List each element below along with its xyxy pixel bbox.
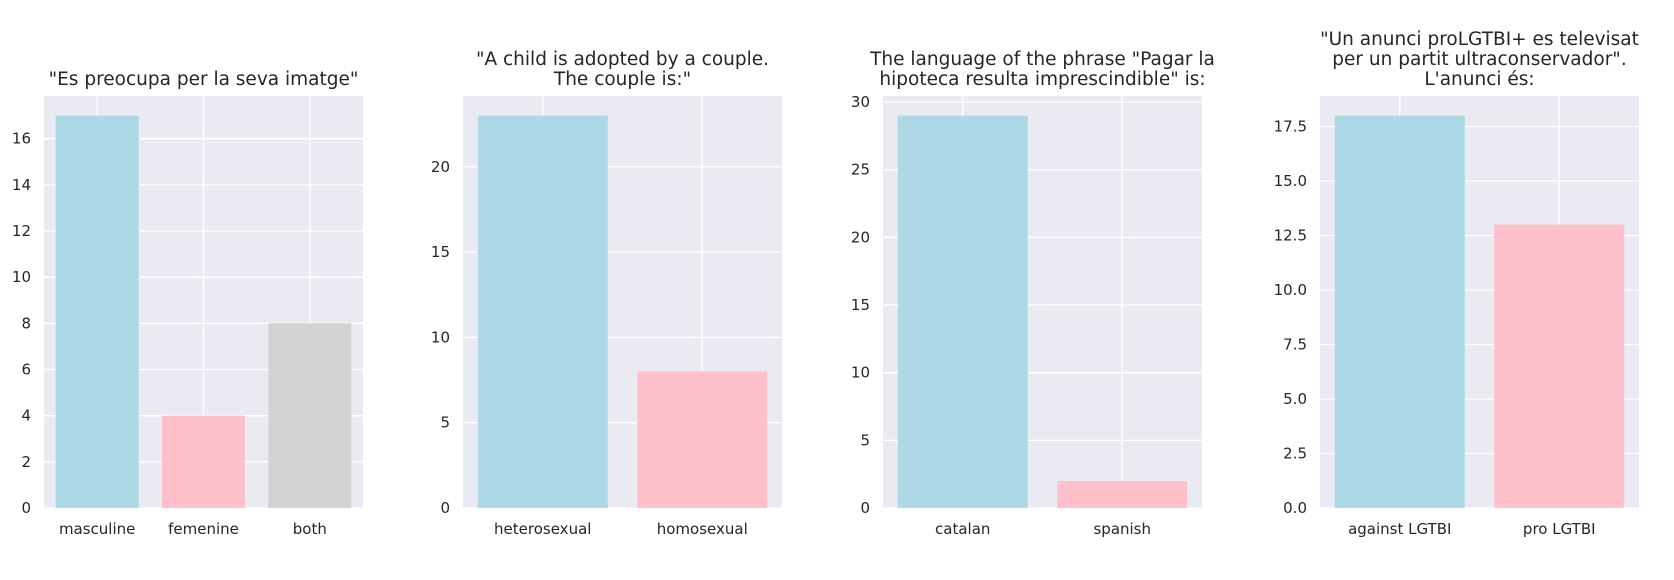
bar-both: [268, 323, 352, 508]
y-tick-label: 0.0: [1283, 499, 1307, 517]
y-tick-label: 14: [12, 176, 31, 194]
chart-2: 0 5 10 15 20 heterosexual homosexual "A child i…: [431, 49, 782, 538]
x-tick-label: against LGTBI: [1348, 520, 1451, 538]
y-tick-label: 2.5: [1283, 445, 1307, 463]
x-tick-label: femenine: [168, 520, 239, 538]
x-tick-label: pro LGTBI: [1523, 520, 1596, 538]
y-tick-label: 10.0: [1274, 281, 1307, 299]
y-tick-label: 0: [440, 499, 450, 517]
y-tick-label: 6: [21, 361, 31, 379]
y-tick-label: 0: [21, 499, 31, 517]
x-tick-label: catalan: [935, 520, 990, 538]
y-tick-label: 17.5: [1274, 118, 1307, 136]
y-tick-label: 5.0: [1283, 390, 1307, 408]
x-tick-label: spanish: [1093, 520, 1151, 538]
y-tick-label: 16: [12, 130, 31, 148]
chart-title: "Es preocupa per la seva imatge": [49, 69, 359, 90]
bar-femenine: [162, 415, 245, 508]
x-tick-label: homosexual: [657, 520, 748, 538]
bar-against-lgtbi: [1334, 115, 1465, 508]
bar-homosexual: [637, 371, 768, 508]
y-tick-label: 15: [851, 296, 870, 314]
y-tick-label: 5: [860, 431, 870, 449]
x-tick-label: both: [293, 520, 327, 538]
chart-title: "A child is adopted by a couple. The coup…: [476, 49, 769, 90]
chart-title: The language of the phrase "Pagar la hipo…: [869, 49, 1215, 90]
chart-4: 0.0 2.5 5.0 7.5 10.0 12.5 15.0 17.5 against LGTB…: [1274, 29, 1639, 538]
y-tick-label: 25: [851, 161, 870, 179]
chart-title: "Un anunci proLGTBI+ es televisat per un …: [1320, 29, 1639, 90]
y-tick-label: 12: [12, 222, 31, 240]
y-tick-label: 10: [851, 364, 870, 382]
chart-3: 0 5 10 15 20 25 30 catalan spanish The language o…: [851, 49, 1215, 538]
y-tick-label: 20: [431, 158, 450, 176]
y-tick-label: 12.5: [1274, 227, 1307, 245]
y-tick-label: 4: [21, 407, 31, 425]
y-tick-label: 5: [440, 414, 450, 432]
x-tick-label: heterosexual: [494, 520, 591, 538]
y-tick-label: 8: [21, 314, 31, 332]
y-tick-label: 20: [851, 228, 870, 246]
y-tick-label: 2: [21, 453, 31, 471]
bar-masculine: [55, 115, 139, 508]
y-tick-label: 30: [851, 93, 870, 111]
y-tick-label: 15: [431, 243, 450, 261]
y-tick-label: 10: [12, 268, 31, 286]
y-tick-label: 15.0: [1274, 172, 1307, 190]
bar-catalan: [897, 115, 1028, 508]
x-tick-label: masculine: [59, 520, 135, 538]
bar-pro-lgtbi: [1494, 224, 1625, 508]
y-tick-label: 10: [431, 328, 450, 346]
chart-1: 0 2 4 6 8 10 12 14 16 masculine femenine both "Es pr…: [12, 69, 363, 538]
y-tick-label: 7.5: [1283, 336, 1307, 354]
y-tick-label: 0: [860, 499, 870, 517]
bar-heterosexual: [477, 115, 608, 508]
bar-spanish: [1057, 480, 1188, 508]
